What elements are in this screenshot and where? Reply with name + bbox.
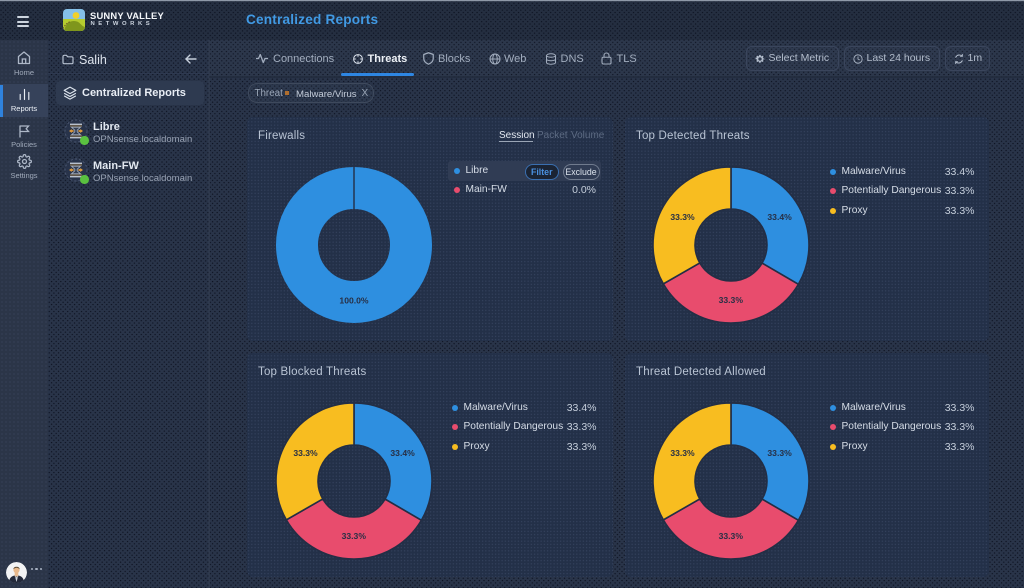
svg-text:33.3%: 33.3% [341,531,366,541]
svg-text:100.0%: 100.0% [339,296,369,306]
svg-text:33.3%: 33.3% [293,448,318,458]
svg-text:33.4%: 33.4% [768,212,793,222]
svg-text:33.3%: 33.3% [671,212,696,222]
svg-text:33.3%: 33.3% [719,531,744,541]
svg-text:33.4%: 33.4% [390,448,415,458]
svg-text:33.3%: 33.3% [671,448,696,458]
svg-text:33.3%: 33.3% [768,448,793,458]
svg-text:33.3%: 33.3% [719,295,744,305]
